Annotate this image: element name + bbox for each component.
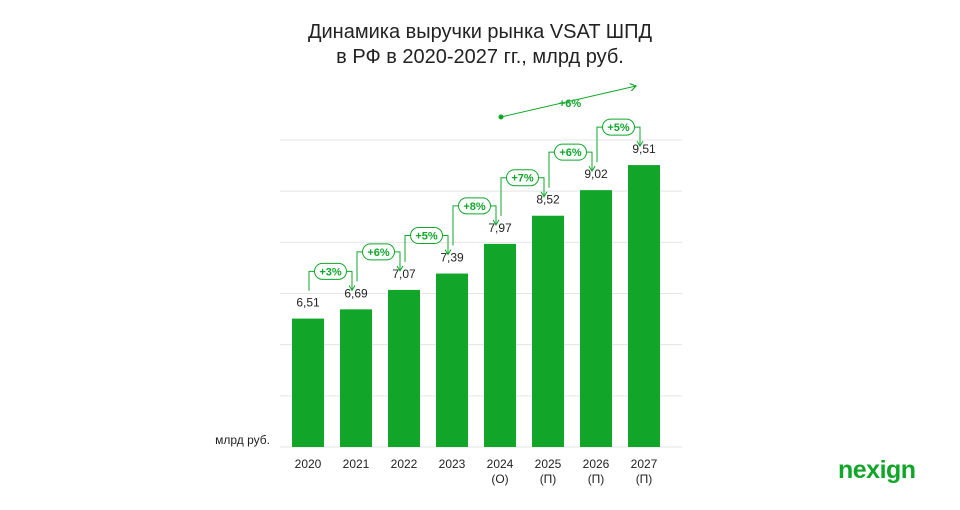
growth-label: +7% bbox=[511, 173, 534, 185]
growth-annotation: +5% bbox=[404, 227, 452, 262]
growth-arrow bbox=[492, 219, 500, 226]
bar-2027 bbox=[628, 165, 660, 448]
bar-2024 bbox=[484, 243, 516, 447]
growth-annotations: +3% +6% +5% +8% +7% +6% +5% +6% bbox=[308, 86, 644, 292]
value-label-2020: 6,51 bbox=[296, 296, 320, 310]
growth-arrow bbox=[348, 285, 356, 292]
growth-arrow bbox=[396, 265, 404, 272]
growth-label: +8% bbox=[463, 201, 486, 213]
growth-arrow bbox=[588, 165, 596, 173]
x-tick-note: (П) bbox=[588, 472, 605, 486]
growth-annotation: +6% bbox=[356, 243, 404, 282]
growth-label: +5% bbox=[415, 231, 438, 243]
value-labels: 6,51 6,69 7,07 7,39 7,97 8,52 9,02 9,51 bbox=[296, 142, 656, 309]
chart-title-line-2: в РФ в 2020-2027 гг., млрд руб. bbox=[336, 46, 624, 68]
bar-2023 bbox=[436, 273, 468, 447]
chart-title: Динамика выручки рынка VSAT ШПД в РФ в 2… bbox=[0, 20, 960, 70]
growth-label: +6% bbox=[367, 247, 390, 259]
x-tick-note: (П) bbox=[540, 472, 557, 486]
x-tick-note: (П) bbox=[636, 472, 653, 486]
y-axis-label: млрд руб. bbox=[215, 433, 270, 447]
growth-annotation: +5% bbox=[596, 118, 644, 163]
x-tick-label: 2025 bbox=[535, 457, 562, 471]
growth-arrow bbox=[540, 191, 548, 198]
growth-badge bbox=[314, 262, 347, 280]
growth-badge bbox=[506, 169, 539, 187]
value-label-2022: 7,07 bbox=[392, 267, 416, 281]
growth-arrow bbox=[444, 249, 452, 256]
growth-annotation: +3% bbox=[308, 262, 356, 292]
growth-arrow bbox=[636, 140, 644, 148]
value-label-2023: 7,39 bbox=[440, 251, 464, 265]
growth-badge bbox=[554, 143, 587, 161]
x-tick-label: 2020 bbox=[295, 457, 322, 471]
cagr-annotation: +6% bbox=[498, 86, 637, 120]
growth-badge bbox=[410, 227, 443, 245]
x-tick-label: 2021 bbox=[343, 457, 370, 471]
growth-label: +3% bbox=[319, 266, 342, 278]
value-label-2026: 9,02 bbox=[584, 167, 608, 181]
cagr-arrow bbox=[500, 86, 636, 118]
bar-2021 bbox=[340, 309, 372, 447]
value-label-2027: 9,51 bbox=[632, 142, 656, 156]
growth-annotation: +8% bbox=[452, 197, 500, 246]
x-tick-label: 2022 bbox=[391, 457, 418, 471]
growth-annotation: +7% bbox=[500, 169, 548, 216]
x-tick-label: 2023 bbox=[439, 457, 466, 471]
x-tick-note: (О) bbox=[491, 472, 508, 486]
value-label-2021: 6,69 bbox=[344, 286, 368, 300]
growth-annotation: +6% bbox=[548, 143, 596, 188]
bar-2025 bbox=[532, 215, 564, 447]
x-tick-label: 2024 bbox=[487, 457, 514, 471]
growth-label: +6% bbox=[559, 147, 582, 159]
bar-2022 bbox=[388, 289, 420, 447]
bar-2020 bbox=[292, 318, 324, 447]
cagr-label: +6% bbox=[559, 98, 582, 110]
nexign-logo: nexign bbox=[838, 456, 916, 484]
growth-badge bbox=[362, 243, 395, 261]
value-label-2024: 7,97 bbox=[488, 221, 512, 235]
chart-title-line-1: Динамика выручки рынка VSAT ШПД bbox=[307, 21, 653, 43]
value-label-2025: 8,52 bbox=[536, 193, 560, 207]
x-tick-label: 2027 bbox=[631, 457, 658, 471]
bar-2026 bbox=[580, 190, 612, 448]
x-tick-label: 2026 bbox=[583, 457, 610, 471]
growth-label: +5% bbox=[607, 122, 630, 134]
bars bbox=[292, 165, 660, 448]
growth-badge bbox=[602, 118, 635, 136]
growth-badge bbox=[458, 197, 491, 215]
x-axis: 2020 2021 2022 2023 2024(О)2025(П)2026(П)202… bbox=[295, 457, 658, 486]
